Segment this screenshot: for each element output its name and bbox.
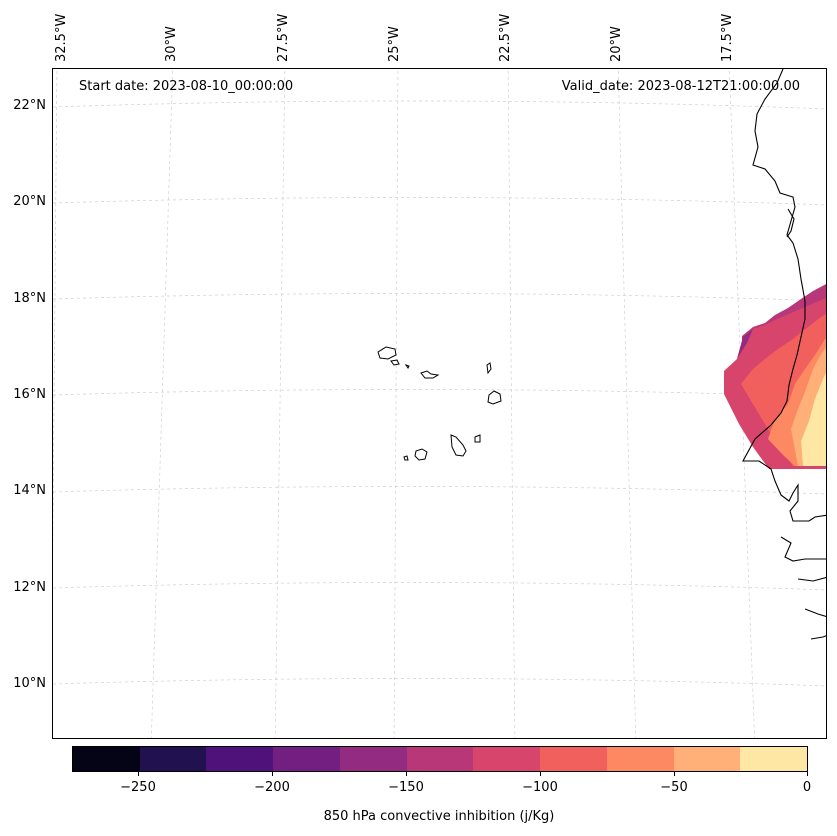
colorbar <box>72 746 808 772</box>
island-sal <box>486 362 492 375</box>
island-santo-antao <box>377 346 397 360</box>
colorbar-segment-7 <box>540 747 607 771</box>
lat-label-22n: 22°N <box>13 98 46 113</box>
colorbar-label-minus-100: −100 <box>522 780 558 795</box>
colorbar-label-minus-250: −250 <box>120 780 156 795</box>
graticule <box>53 69 826 738</box>
island-brava <box>403 455 409 461</box>
colorbar-tick-minus-250 <box>138 771 139 776</box>
island-sao-nicolau <box>420 370 440 379</box>
island-boa-vista <box>487 390 502 405</box>
lon-label-17-5w: 17.5°W <box>720 13 735 62</box>
colorbar-segment-4 <box>339 747 407 771</box>
island-santa-luzia <box>404 364 410 369</box>
colorbar-tick-minus-50 <box>674 771 675 776</box>
colorbar-tick-minus-200 <box>272 771 273 776</box>
cape-verde-islands <box>377 346 502 461</box>
cin-field <box>724 284 826 469</box>
cin-band-25-0 <box>801 373 826 466</box>
colorbar-tick-minus-150 <box>406 771 407 776</box>
lat-label-14n: 14°N <box>13 483 46 498</box>
colorbar-tick-0 <box>807 771 808 776</box>
lon-label-25w: 25°W <box>387 26 402 62</box>
colorbar-label-minus-50: −50 <box>660 780 688 795</box>
lat-label-10n: 10°N <box>13 676 46 691</box>
lon-label-22-5w: 22.5°W <box>498 13 513 62</box>
colorbar-label-minus-150: −150 <box>388 780 424 795</box>
valid-date-label: Valid_date: 2023-08-12T21:00:00.00 <box>561 79 800 94</box>
colorbar-segment-1 <box>139 747 207 771</box>
colorbar-label-0: 0 <box>802 780 812 795</box>
island-sao-vicente <box>390 359 400 366</box>
lon-label-27-5w: 27.5°W <box>276 13 291 62</box>
colorbar-segment-8 <box>606 747 674 771</box>
colorbar-segment-5 <box>406 747 474 771</box>
cin-band-150-125-edge <box>737 329 753 359</box>
colorbar-segment-9 <box>673 747 741 771</box>
colorbar-segment-2 <box>206 747 274 771</box>
colorbar-label-minus-200: −200 <box>254 780 290 795</box>
lon-label-30w: 30°W <box>164 26 179 62</box>
lat-label-18n: 18°N <box>13 291 46 306</box>
colorbar-segment-0 <box>73 747 140 771</box>
island-fogo <box>414 448 428 461</box>
island-santiago <box>450 434 467 457</box>
island-maio <box>474 434 481 443</box>
coastline <box>742 69 826 640</box>
colorbar-segment-10 <box>740 747 808 771</box>
map-panel[interactable]: Start date: 2023-08-10_00:00:00 Valid_da… <box>52 68 827 739</box>
start-date-label: Start date: 2023-08-10_00:00:00 <box>79 79 294 94</box>
colorbar-tick-minus-100 <box>540 771 541 776</box>
map-canvas <box>53 69 826 738</box>
colorbar-segment-3 <box>273 747 340 771</box>
lat-label-20n: 20°N <box>13 194 46 209</box>
colorbar-title: 850 hPa convective inhibition (j/Kg) <box>323 809 555 824</box>
lon-label-20w: 20°W <box>609 26 624 62</box>
colorbar-segment-6 <box>473 747 541 771</box>
lat-label-12n: 12°N <box>13 580 46 595</box>
lon-label-32-5w: 32.5°W <box>54 13 69 62</box>
lat-label-16n: 16°N <box>13 387 46 402</box>
